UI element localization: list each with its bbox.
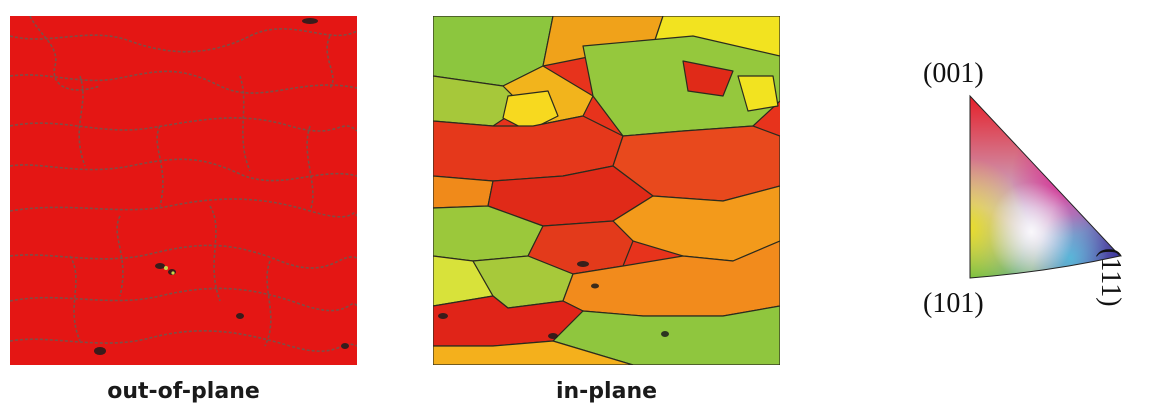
ipf-label-101: (101) <box>923 288 984 319</box>
inverse-pole-figure-legend <box>900 58 1140 348</box>
out-of-plane-orientation-map <box>10 16 357 365</box>
ipf-label-111: (111) <box>1095 248 1126 307</box>
ipf-label-001: (001) <box>923 58 984 89</box>
in-plane-orientation-map <box>433 16 780 365</box>
out-of-plane-caption: out-of-plane <box>107 379 260 404</box>
in-plane-caption: in-plane <box>555 379 658 404</box>
